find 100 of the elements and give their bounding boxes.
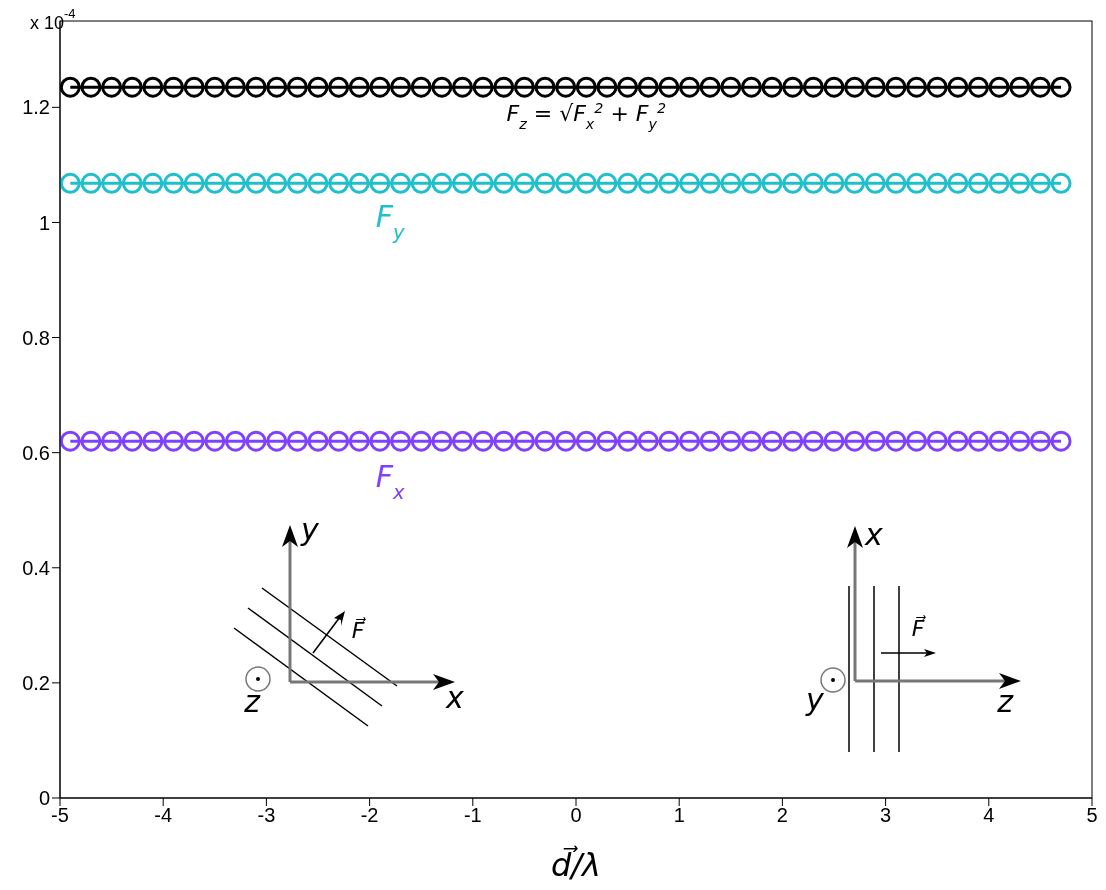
point xyxy=(142,76,164,98)
point xyxy=(534,76,556,98)
y-tick-label: 1.2 xyxy=(22,96,50,119)
point xyxy=(740,172,762,194)
point xyxy=(266,430,288,452)
point xyxy=(782,172,804,194)
point xyxy=(720,430,742,452)
annotation: x xyxy=(864,517,884,552)
annotation: x 10$^{-4}$ xyxy=(30,6,76,33)
y-tick-label: 0.4 xyxy=(22,556,50,579)
y-tick-label: 0.8 xyxy=(22,326,50,349)
point xyxy=(451,430,473,452)
point xyxy=(761,76,783,98)
point xyxy=(823,76,845,98)
point xyxy=(245,172,267,194)
y-tick-label: 1 xyxy=(38,211,50,234)
x-tick-label: 5 xyxy=(1086,804,1098,827)
point xyxy=(328,76,350,98)
point xyxy=(1029,76,1051,98)
point xyxy=(513,76,535,98)
point xyxy=(967,172,989,194)
point xyxy=(699,430,721,452)
point xyxy=(802,172,824,194)
point xyxy=(947,76,969,98)
point xyxy=(658,76,680,98)
point xyxy=(431,430,453,452)
point xyxy=(699,76,721,98)
point xyxy=(328,172,350,194)
point xyxy=(1050,76,1072,98)
point xyxy=(101,430,123,452)
point xyxy=(121,430,143,452)
point xyxy=(224,430,246,452)
point xyxy=(720,172,742,194)
point xyxy=(823,172,845,194)
point xyxy=(761,172,783,194)
x-tick-label: 0 xyxy=(570,804,582,827)
point xyxy=(844,430,866,452)
point xyxy=(307,430,329,452)
point xyxy=(575,430,597,452)
point xyxy=(947,172,969,194)
point xyxy=(740,76,762,98)
point xyxy=(286,172,308,194)
point xyxy=(369,430,391,452)
point xyxy=(926,172,948,194)
x-tick-label: -3 xyxy=(257,804,276,827)
point xyxy=(555,430,577,452)
point xyxy=(183,172,205,194)
x-tick-label: 4 xyxy=(983,804,995,827)
point xyxy=(60,172,81,194)
point xyxy=(204,172,226,194)
point xyxy=(431,172,453,194)
point xyxy=(967,76,989,98)
point xyxy=(183,430,205,452)
x-tick-label: -5 xyxy=(51,804,69,827)
point xyxy=(348,430,370,452)
point xyxy=(844,172,866,194)
point xyxy=(596,172,618,194)
annotation: z xyxy=(243,684,262,719)
point xyxy=(431,76,453,98)
point xyxy=(307,76,329,98)
annotation: F⃗ xyxy=(351,616,367,643)
point xyxy=(513,172,535,194)
point xyxy=(844,76,866,98)
point xyxy=(617,172,639,194)
point xyxy=(988,76,1010,98)
point xyxy=(926,430,948,452)
annotation: F⃗ xyxy=(911,614,927,641)
point xyxy=(60,430,81,452)
point xyxy=(121,76,143,98)
x-tick-label: 3 xyxy=(880,804,892,827)
y-tick-label: 0.6 xyxy=(22,441,50,464)
point xyxy=(286,76,308,98)
point xyxy=(369,172,391,194)
point xyxy=(864,76,886,98)
point xyxy=(204,76,226,98)
point xyxy=(101,76,123,98)
series-label: F$_{y}$ xyxy=(375,199,406,244)
point xyxy=(988,172,1010,194)
y-tick-label: 0.2 xyxy=(22,671,50,694)
point xyxy=(493,430,515,452)
point xyxy=(266,172,288,194)
point xyxy=(679,430,701,452)
point xyxy=(410,172,432,194)
point xyxy=(926,76,948,98)
point xyxy=(947,430,969,452)
point xyxy=(782,76,804,98)
x-tick-label: -2 xyxy=(360,804,379,827)
point xyxy=(493,76,515,98)
point xyxy=(885,430,907,452)
point xyxy=(637,430,659,452)
point xyxy=(823,430,845,452)
point xyxy=(410,76,432,98)
point xyxy=(410,430,432,452)
point xyxy=(761,430,783,452)
x-tick-label: -1 xyxy=(463,804,482,827)
point xyxy=(906,76,928,98)
annotation: z xyxy=(996,684,1015,719)
point xyxy=(142,172,164,194)
point xyxy=(472,430,494,452)
point xyxy=(307,172,329,194)
